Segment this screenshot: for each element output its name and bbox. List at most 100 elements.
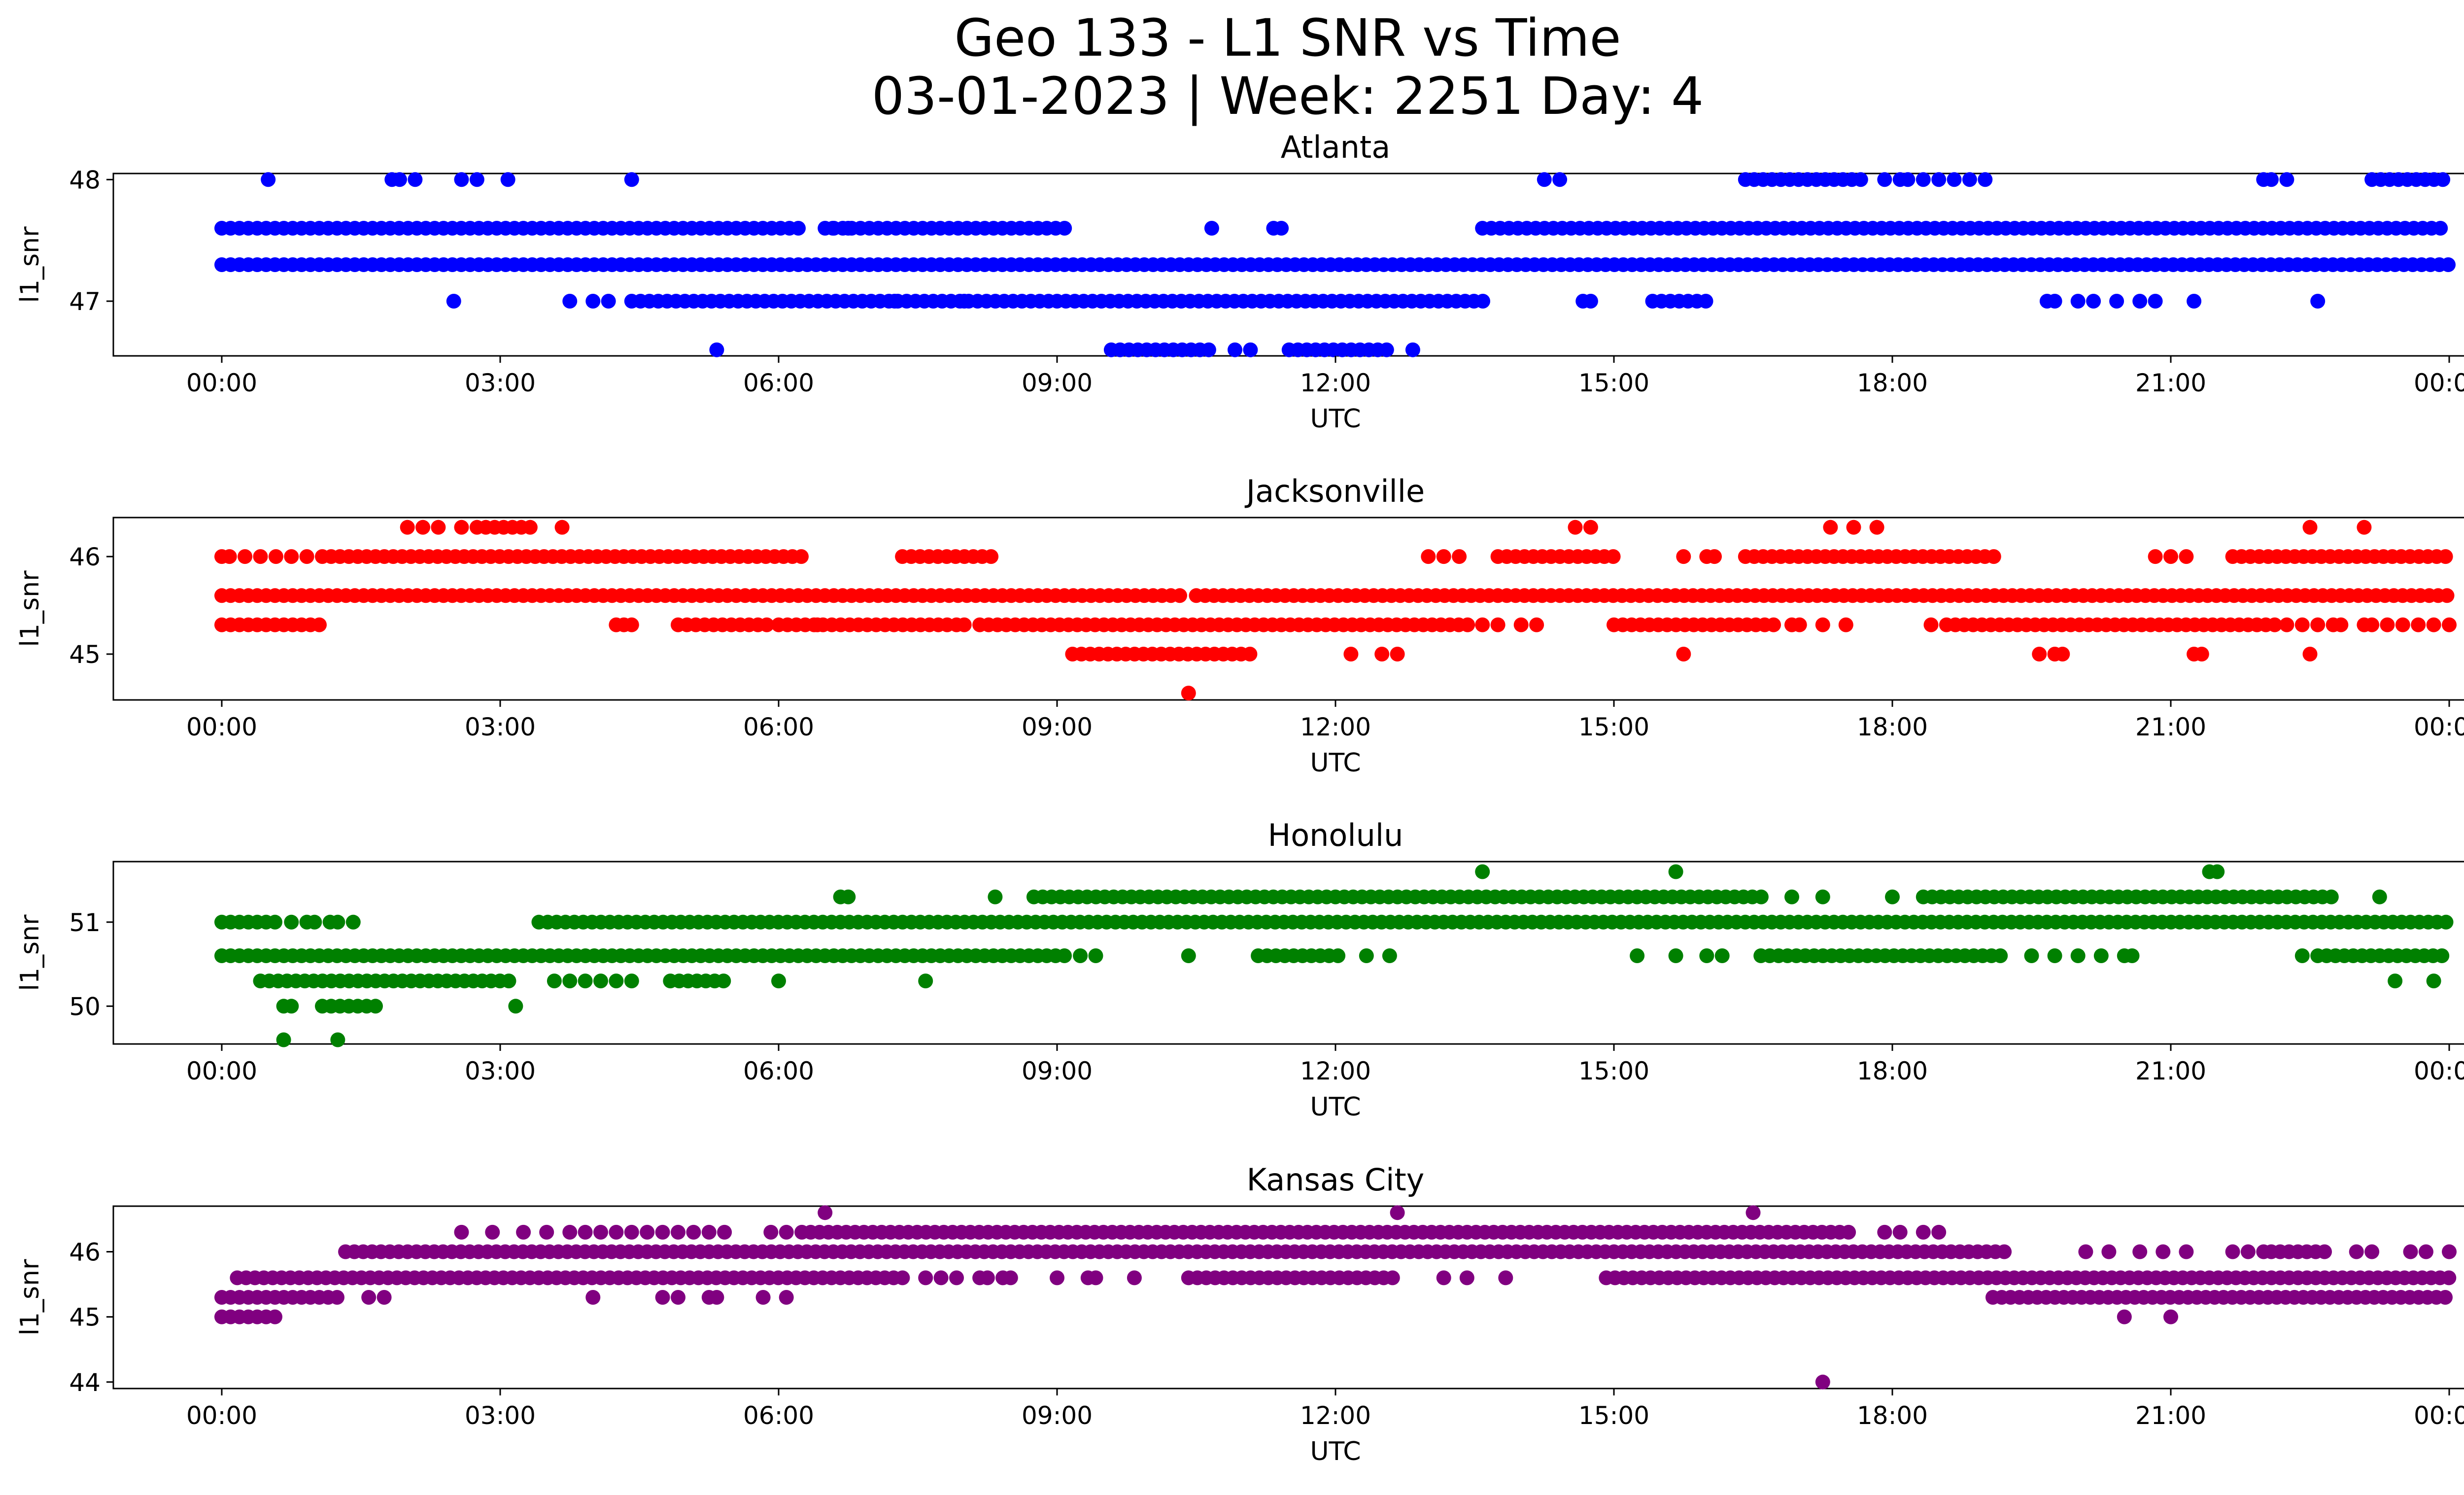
data-point <box>2333 617 2349 632</box>
data-point <box>539 1224 554 1240</box>
data-point <box>624 617 639 632</box>
data-point <box>2372 889 2387 904</box>
data-point <box>1475 294 1490 309</box>
data-point <box>1552 172 1568 187</box>
data-point <box>1243 342 1258 357</box>
data-point <box>701 1224 717 1240</box>
subplot-title: Atlanta <box>1281 129 1390 165</box>
x-tick-label: 09:00 <box>1022 713 1093 741</box>
data-point <box>2310 617 2326 632</box>
data-point <box>671 1290 685 1305</box>
data-point <box>2179 549 2194 564</box>
x-tick-label: 03:00 <box>465 1401 536 1430</box>
data-point <box>253 549 268 564</box>
data-markers <box>214 864 2454 1047</box>
x-tick-label: 00:00 <box>186 369 257 397</box>
data-point <box>1421 549 1436 564</box>
data-point <box>810 617 825 632</box>
figure-title: Geo 133 - L1 SNR vs Time 03-01-2023 | We… <box>0 9 2464 125</box>
subplot-title: Honolulu <box>1268 817 1403 853</box>
data-point <box>2279 172 2294 187</box>
data-point <box>624 172 639 187</box>
data-point <box>1382 948 1397 963</box>
axes-frame <box>112 517 2464 701</box>
subplot-1: Jacksonville 00:00 03:00 06:00 09:00 12:00 15:… <box>15 473 2464 778</box>
data-point <box>1390 1205 1405 1220</box>
data-point <box>1668 948 1683 963</box>
data-point <box>1753 889 1769 904</box>
data-point <box>585 1290 601 1305</box>
y-tick-label: 45 <box>69 1303 101 1332</box>
data-point <box>2388 973 2403 989</box>
data-point <box>1630 948 1645 963</box>
data-point <box>2411 617 2426 632</box>
x-tick-label: 21:00 <box>2135 369 2206 397</box>
data-point <box>1181 948 1196 963</box>
data-point <box>2442 617 2457 632</box>
data-point <box>601 294 616 309</box>
data-point <box>368 999 383 1014</box>
data-point <box>522 520 538 535</box>
data-point <box>1228 342 1242 357</box>
data-point <box>2380 617 2395 632</box>
data-markers <box>214 1205 2457 1390</box>
y-tick-label: 47 <box>69 287 101 316</box>
x-tick-label: 18:00 <box>1857 1057 1928 1085</box>
data-point <box>501 973 516 989</box>
data-point <box>1583 520 1598 535</box>
x-tick-label: 18:00 <box>1857 713 1928 741</box>
data-point <box>794 549 809 564</box>
data-point <box>988 889 1003 904</box>
x-tick-label: 15:00 <box>1578 1057 1649 1085</box>
data-point <box>1838 617 1853 632</box>
data-point <box>562 294 578 309</box>
data-point <box>578 1224 593 1240</box>
data-point <box>2324 889 2339 904</box>
x-tick-label: 06:00 <box>743 713 814 741</box>
x-tick-label: 15:00 <box>1578 369 1649 397</box>
y-tick-label: 50 <box>69 992 101 1021</box>
data-point <box>918 973 933 989</box>
x-tick-label: 12:00 <box>1300 1057 1371 1085</box>
data-point <box>1385 1270 1400 1286</box>
data-point <box>392 172 407 187</box>
data-point <box>2194 647 2209 661</box>
x-axis-label: UTC <box>1310 1437 1361 1466</box>
data-point <box>2047 294 2062 309</box>
data-point <box>2109 294 2124 309</box>
data-point <box>238 549 253 564</box>
data-point <box>918 1270 933 1286</box>
data-point <box>1745 1205 1761 1220</box>
data-point <box>2055 647 2070 661</box>
data-point <box>1698 294 1713 309</box>
data-point <box>771 973 786 989</box>
data-point <box>2438 1290 2453 1305</box>
data-point <box>1962 172 1977 187</box>
data-point <box>516 1224 531 1240</box>
data-point <box>709 1290 724 1305</box>
x-tick-label: 03:00 <box>465 369 536 397</box>
data-point <box>841 221 856 236</box>
data-point <box>2310 294 2326 309</box>
data-point <box>1707 549 1722 564</box>
data-point <box>1172 588 1187 603</box>
data-point <box>330 1290 344 1305</box>
y-tick-label: 48 <box>69 166 101 194</box>
y-tick-label: 51 <box>69 908 101 937</box>
data-point <box>2434 948 2450 963</box>
y-tick-label: 46 <box>69 543 101 571</box>
data-point <box>2163 549 2178 564</box>
y-tick-label: 44 <box>69 1368 101 1397</box>
data-point <box>1784 889 1799 904</box>
x-tick-label: 03:00 <box>465 1057 536 1085</box>
data-point <box>2163 1309 2178 1324</box>
data-point <box>2179 1244 2194 1259</box>
data-point <box>655 1224 670 1240</box>
data-point <box>791 221 806 236</box>
data-point <box>779 1224 794 1240</box>
data-point <box>1390 647 1405 661</box>
data-point <box>957 294 972 309</box>
data-point <box>1127 1270 1142 1286</box>
data-point <box>330 1032 345 1047</box>
x-tick-label: 00:00 <box>186 1401 257 1430</box>
